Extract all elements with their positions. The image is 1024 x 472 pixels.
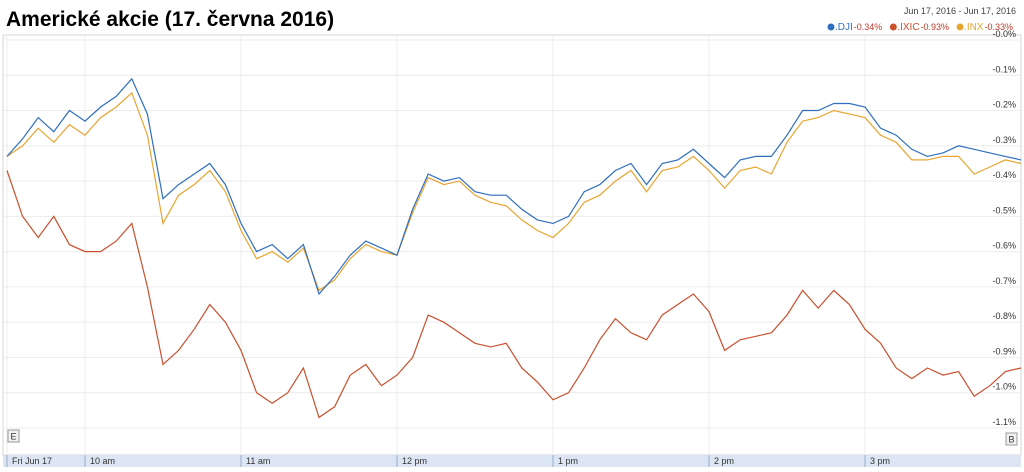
- x-tick-label: 1 pm: [558, 456, 578, 466]
- y-tick-label: -0.0%: [992, 29, 1016, 39]
- x-tick-label: 10 am: [90, 456, 115, 466]
- series-line: [6, 170, 1022, 419]
- legend-change: -0.93%: [921, 22, 950, 32]
- grid: -0.0% -0.1% -0.2% -0.3% -0.4% -0.5% -0.6% -0.7%…: [3, 29, 1021, 467]
- legend-label: .IXIC: [897, 22, 919, 33]
- series-line: [6, 91, 1022, 292]
- legend-swatch: [889, 23, 897, 31]
- y-tick-label: -0.4%: [992, 170, 1016, 180]
- marker-box: [1005, 432, 1018, 446]
- y-tick-label: -0.9%: [992, 346, 1016, 356]
- series-line: [6, 77, 1022, 296]
- y-tick-label: -1.0%: [992, 382, 1016, 392]
- y-tick-label: -0.3%: [992, 135, 1016, 145]
- chart-title: Americké akcie (17. června 2016): [6, 8, 334, 31]
- y-tick-label: -0.5%: [992, 205, 1016, 215]
- legend-swatch: [827, 23, 835, 31]
- x-tick-label: 12 pm: [402, 456, 427, 466]
- legend: .DJI -0.34% .IXIC -0.93% .INX -0.33%: [827, 22, 1014, 33]
- marker-label: B: [1008, 434, 1014, 444]
- legend-change: -0.33%: [985, 22, 1014, 32]
- x-axis-band: [3, 455, 1021, 467]
- legend-label: .DJI: [835, 22, 853, 33]
- legend-change: -0.34%: [854, 22, 883, 32]
- date-range: Jun 17, 2016 - Jun 17, 2016: [904, 6, 1016, 16]
- y-tick-label: -0.8%: [992, 311, 1016, 321]
- x-tick-label: 3 pm: [870, 456, 890, 466]
- x-tick-label: 11 am: [246, 456, 270, 466]
- y-tick-label: -0.1%: [992, 64, 1016, 74]
- marker-label: E: [10, 431, 16, 441]
- legend-label: .INX: [964, 22, 984, 33]
- x-tick-label: Fri Jun 17: [12, 456, 52, 466]
- y-tick-label: -1.1%: [992, 417, 1016, 427]
- legend-swatch: [956, 23, 964, 31]
- marker-box: [7, 429, 20, 443]
- y-tick-label: -0.6%: [992, 241, 1016, 251]
- y-tick-label: -0.7%: [992, 276, 1016, 286]
- x-tick-label: 2 pm: [714, 456, 734, 466]
- y-tick-label: -0.2%: [992, 100, 1016, 110]
- lines: [6, 77, 1022, 419]
